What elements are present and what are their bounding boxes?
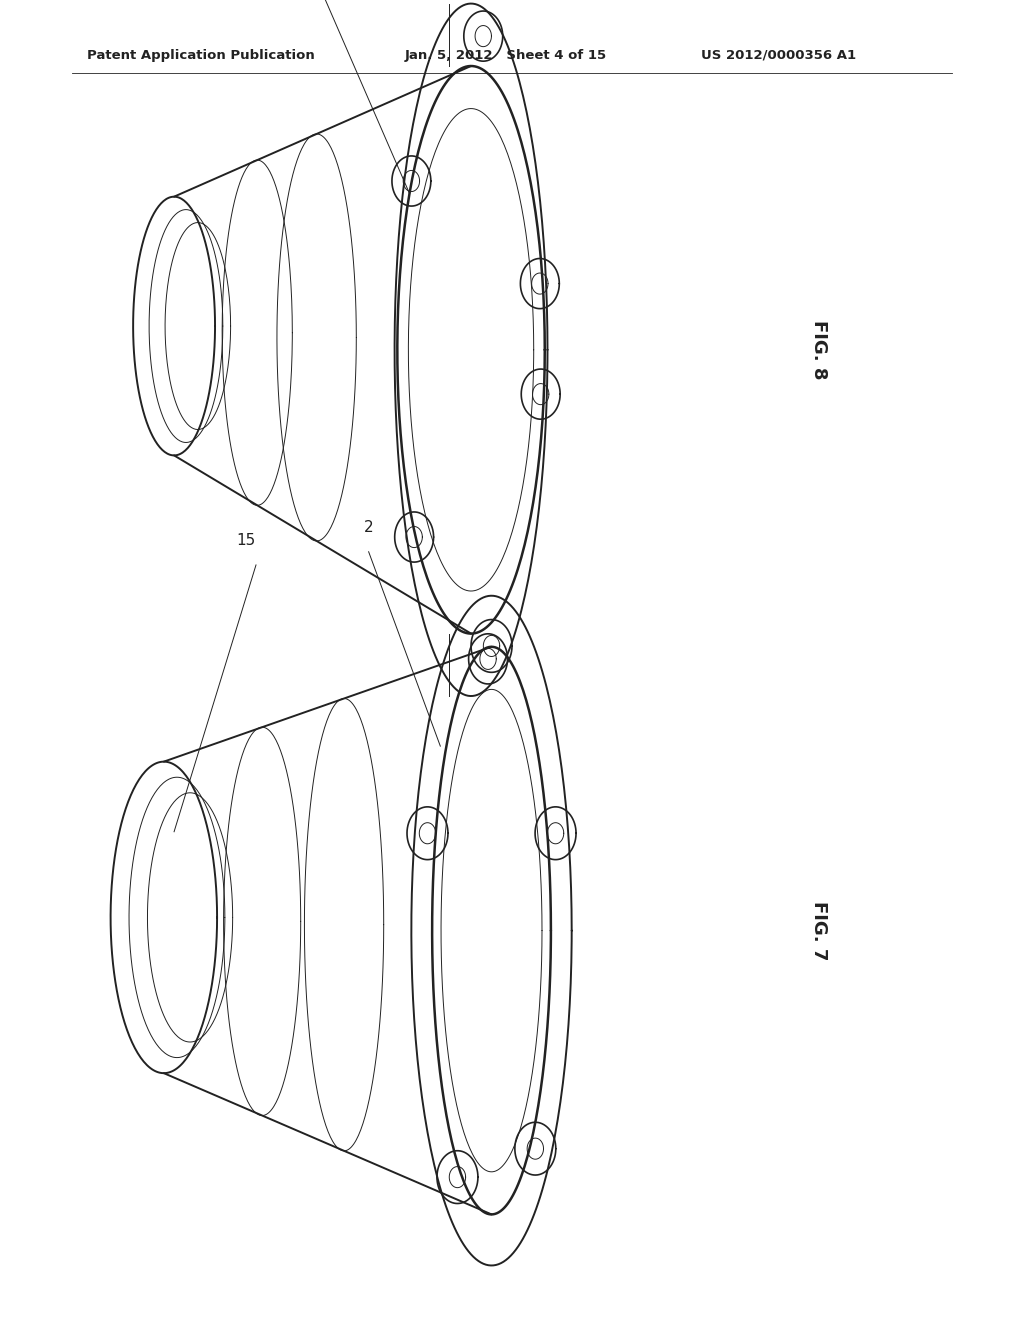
Text: FIG. 8: FIG. 8 (810, 319, 828, 380)
Text: 2: 2 (364, 520, 374, 535)
Text: FIG. 7: FIG. 7 (810, 902, 828, 960)
Text: 15: 15 (237, 533, 255, 548)
Text: US 2012/0000356 A1: US 2012/0000356 A1 (701, 49, 856, 62)
Text: Jan. 5, 2012   Sheet 4 of 15: Jan. 5, 2012 Sheet 4 of 15 (404, 49, 606, 62)
Text: Patent Application Publication: Patent Application Publication (87, 49, 314, 62)
